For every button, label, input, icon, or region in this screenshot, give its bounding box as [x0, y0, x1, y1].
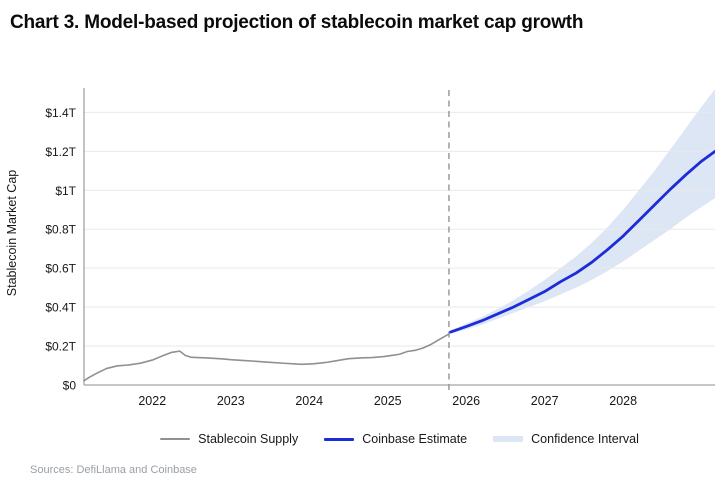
y-tick-label: $1.2T — [45, 145, 76, 159]
chart-title: Chart 3. Model-based projection of stabl… — [10, 12, 584, 33]
series-line-coinbase-estimate — [449, 149, 715, 334]
sources-note: Sources: DefiLlama and Coinbase — [30, 464, 197, 476]
legend-item-confidence-interval: Confidence Interval — [493, 432, 639, 446]
y-tick-label: $0 — [63, 379, 77, 393]
y-tick-label: $0.8T — [45, 223, 76, 237]
x-tick-label: 2027 — [531, 394, 559, 408]
chart-legend: Stablecoin Supply Coinbase Estimate Conf… — [84, 429, 715, 449]
legend-item-coinbase-estimate: Coinbase Estimate — [324, 432, 467, 446]
y-tick-label: $0.6T — [45, 262, 76, 276]
x-tick-label: 2028 — [609, 394, 637, 408]
legend-label-confidence-interval: Confidence Interval — [531, 432, 639, 446]
confidence-interval-band-swatch — [493, 436, 524, 442]
x-tick-label: 2026 — [452, 394, 480, 408]
x-tick-label: 2024 — [295, 394, 323, 408]
y-tick-label: $1.4T — [45, 106, 76, 120]
legend-label-stablecoin-supply: Stablecoin Supply — [198, 432, 299, 446]
confidence-interval-band — [450, 90, 715, 334]
chart-plot-area: $0 $0.2T $0.4T $0.6T $0.8T $1T $1.2T $1.4T 2022 2… — [45, 88, 715, 408]
legend-label-coinbase-estimate: Coinbase Estimate — [362, 432, 468, 446]
x-tick-label: 2022 — [138, 394, 166, 408]
legend-item-stablecoin-supply: Stablecoin Supply — [160, 432, 298, 446]
stablecoin-supply-line-swatch — [160, 438, 191, 440]
y-tick-label: $1T — [55, 184, 76, 198]
y-tick-label: $0.2T — [45, 340, 76, 354]
series-line-stablecoin-supply — [83, 333, 450, 382]
y-tick-label: $0.4T — [45, 301, 76, 315]
coinbase-estimate-line-swatch — [324, 437, 355, 441]
x-tick-label: 2025 — [374, 394, 402, 408]
x-tick-label: 2023 — [217, 394, 245, 408]
